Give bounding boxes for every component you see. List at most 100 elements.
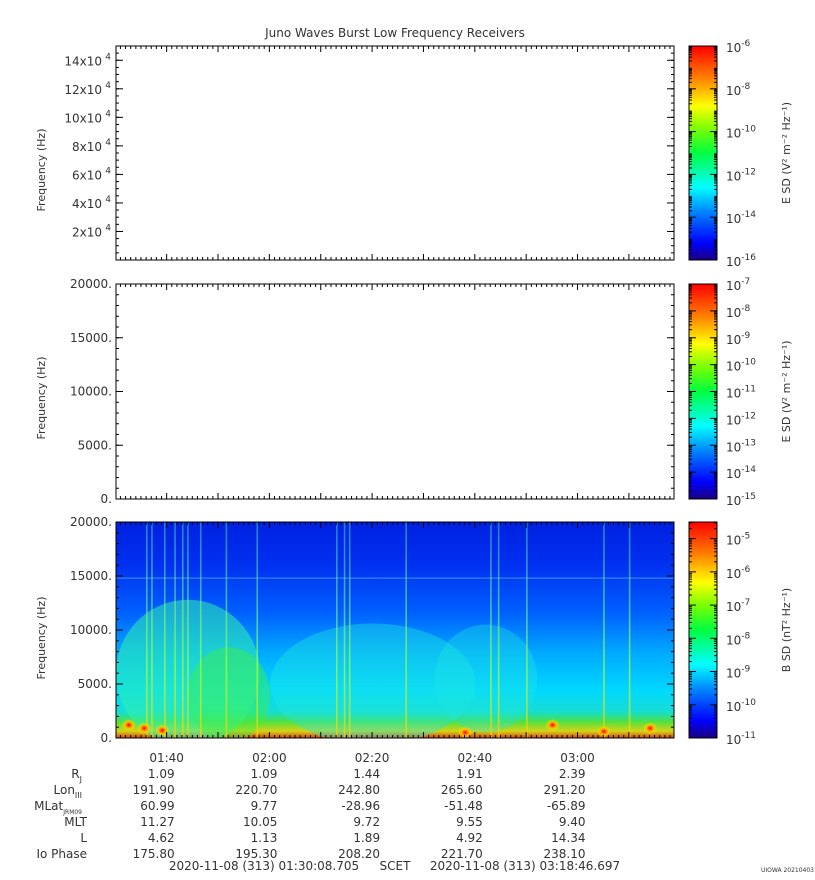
broadband-burst xyxy=(187,522,189,738)
y-axis-label: Frequency (Hz) xyxy=(35,357,48,440)
broadband-burst xyxy=(225,522,228,738)
ephemeris-value: 9.55 xyxy=(456,815,483,829)
broadband-burst xyxy=(336,522,338,738)
ephemeris-table: RJ 1.09 1.09 1.44 1.91 2.39 LonIII 191.90 220.70… xyxy=(34,767,585,861)
colorbar-tick-label: 10-10 xyxy=(726,358,756,374)
ephemeris-value: 1.44 xyxy=(353,767,380,781)
ephemeris-row-label: Io Phase xyxy=(36,847,87,861)
ephemeris-value: 195.30 xyxy=(235,847,277,861)
y-tick-label: 12x10 xyxy=(64,83,102,97)
y-tick-label: 8x10 xyxy=(72,140,102,154)
intensity-hotspot xyxy=(155,724,170,737)
colorbar-label: E SD (V² m⁻² Hz⁻¹) xyxy=(780,340,793,442)
x-tick-label: 02:00 xyxy=(252,751,287,765)
credit-label: UIOWA 20210403 xyxy=(761,867,814,874)
colorbar-tick-label: 10-15 xyxy=(726,492,756,508)
ephemeris-value: 175.80 xyxy=(133,847,175,861)
broadband-burst xyxy=(405,522,407,738)
ephemeris-value: 2.39 xyxy=(559,767,586,781)
ephemeris-value: 4.62 xyxy=(148,831,175,845)
ephemeris-value: 9.72 xyxy=(353,815,380,829)
ephemeris-value: 265.60 xyxy=(441,783,483,797)
broadband-burst xyxy=(146,522,148,738)
colorbar-tick-label: 10-8 xyxy=(726,304,751,320)
time-range-end: 2020-11-08 (313) 03:18:46.697 xyxy=(430,859,620,873)
y-tick-label: 20000. xyxy=(70,277,112,291)
y-tick-label: 0. xyxy=(101,731,112,745)
time-system-label: SCET xyxy=(380,859,412,873)
figure-title: Juno Waves Burst Low Frequency Receivers xyxy=(264,26,525,40)
colorbar-tick-label: 10-8 xyxy=(726,82,751,98)
y-tick-label: 20000. xyxy=(70,515,112,529)
broadband-burst xyxy=(163,522,166,738)
ephemeris-value: 4.92 xyxy=(456,831,483,845)
broadband-burst xyxy=(490,522,492,738)
intensity-hotspot xyxy=(458,726,473,738)
broadband-burst xyxy=(343,522,346,738)
broadband-burst xyxy=(526,522,528,738)
y-tick-exponent: 4 xyxy=(105,109,111,119)
colorbar-label: B SD (nT² Hz⁻¹) xyxy=(780,588,793,672)
colorbar-tick-label: 10-6 xyxy=(726,39,751,55)
intensity-hotspot xyxy=(121,719,136,732)
y-tick-exponent: 4 xyxy=(105,223,111,233)
colorbar xyxy=(688,45,718,261)
y-tick-exponent: 4 xyxy=(105,81,111,91)
ephemeris-value: 221.70 xyxy=(441,847,483,861)
intensity-hotspot xyxy=(596,725,611,738)
y-tick-label: 10000. xyxy=(70,623,112,637)
spectrogram-panel-2: 0. 5000. 10000. 15000. 20000. Frequency (Hz) 1… xyxy=(35,277,793,508)
y-tick-label: 10000. xyxy=(70,385,112,399)
ephemeris-row-label: L xyxy=(80,831,87,845)
y-tick-label: 5000. xyxy=(78,438,112,452)
y-axis-label: Frequency (Hz) xyxy=(35,129,48,212)
ephemeris-row-label: RJ xyxy=(71,767,82,784)
colorbar-tick-label: 10-9 xyxy=(726,331,751,347)
ephemeris-value: 9.77 xyxy=(251,799,278,813)
colorbar-tick-label: 10-5 xyxy=(726,532,750,548)
colorbar-tick-label: 10-6 xyxy=(726,565,751,581)
ephemeris-value: 220.70 xyxy=(235,783,277,797)
broadband-burst xyxy=(628,522,631,738)
ephemeris-value: 14.34 xyxy=(551,831,585,845)
ephemeris-value: 238.10 xyxy=(544,847,586,861)
colorbar-tick-label: 10-14 xyxy=(726,210,756,226)
ephemeris-row-label: MLatJRM09 xyxy=(34,799,82,816)
broadband-burst xyxy=(181,522,184,738)
ephemeris-value: 1.89 xyxy=(353,831,380,845)
y-axis-label: Frequency (Hz) xyxy=(35,597,48,680)
y-tick-label: 14x10 xyxy=(64,54,102,68)
y-tick-exponent: 4 xyxy=(105,52,111,62)
ephemeris-value: 9.40 xyxy=(559,815,586,829)
ephemeris-value: 1.13 xyxy=(251,831,278,845)
plot-frame xyxy=(115,283,675,500)
ephemeris-value: 60.99 xyxy=(140,799,174,813)
x-tick-label: 01:40 xyxy=(149,751,184,765)
intensity-hotspot xyxy=(545,719,560,732)
ephemeris-value: 11.27 xyxy=(140,815,174,829)
x-tick-label: 03:00 xyxy=(560,751,595,765)
colorbar-tick-label: 10-10 xyxy=(726,698,756,714)
ephemeris-value: 1.09 xyxy=(251,767,278,781)
emission-cloud-green xyxy=(187,647,271,738)
y-tick-label: 0. xyxy=(101,492,112,506)
broadband-burst xyxy=(256,522,259,738)
ephemeris-row-label: LonIII xyxy=(54,783,83,800)
broadband-burst xyxy=(348,522,351,738)
ephemeris-value: -51.48 xyxy=(444,799,483,813)
broadband-burst xyxy=(174,522,176,738)
colorbar-tick-label: 10-12 xyxy=(726,167,756,183)
time-range: 2020-11-08 (313) 01:30:08.705 SCET 2020-11… xyxy=(169,859,620,873)
y-tick-label: 10x10 xyxy=(64,111,102,125)
ephemeris-value: 1.09 xyxy=(148,767,175,781)
colorbar-tick-label: 10-7 xyxy=(726,277,750,293)
ephemeris-value: -28.96 xyxy=(341,799,380,813)
colorbar-tick-label: 10-7 xyxy=(726,598,750,614)
ephemeris-value: 191.90 xyxy=(133,783,175,797)
spectrogram-image xyxy=(116,522,674,738)
colorbar-tick-label: 10-16 xyxy=(726,253,756,269)
broadband-burst xyxy=(151,522,153,738)
emission-cloud-late xyxy=(434,624,538,733)
